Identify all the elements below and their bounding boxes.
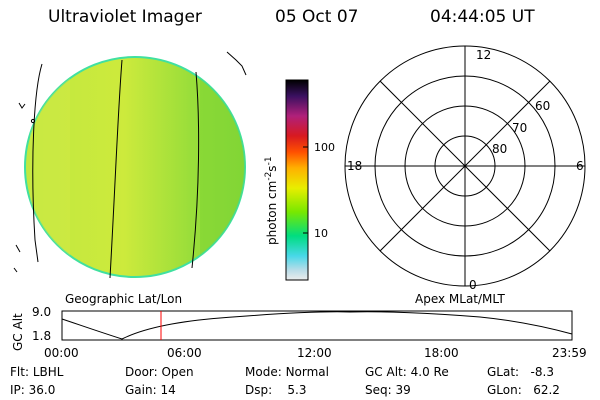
ip-value: 36.0 <box>28 383 56 397</box>
flt-label: Flt: <box>10 365 29 379</box>
coast-line-left <box>32 63 43 263</box>
mlt-label-12: 12 <box>476 48 491 62</box>
mlt-label-6: 6 <box>576 159 584 173</box>
observation-time: 04:44:05 UT <box>430 7 535 27</box>
colorbar-label-100: 100 <box>314 141 335 154</box>
status-glat: GLat: -8.3 <box>487 365 554 379</box>
flt-value: LBHL <box>32 365 64 379</box>
glon-value: 62.2 <box>533 383 560 397</box>
seq-value: 39 <box>395 383 411 397</box>
island-marker <box>30 118 36 124</box>
coast-fragment-3 <box>13 267 18 273</box>
longitude-line-1 <box>109 59 123 279</box>
altitude-plot-frame <box>61 310 573 341</box>
status-filter: Flt: LBHL <box>10 365 63 379</box>
door-value: Open <box>161 365 194 379</box>
dsp-value: 5.3 <box>287 383 307 397</box>
colorbar-label-10: 10 <box>314 227 328 240</box>
gcalt-label: GC Alt: <box>365 365 407 379</box>
glat-label: GLat: <box>487 365 520 379</box>
time-tick-1200: 12:00 <box>297 346 332 360</box>
glat-value: -8.3 <box>530 365 554 379</box>
time-tick-0000: 00:00 <box>44 346 79 360</box>
status-mode: Mode: Normal <box>245 365 329 379</box>
glon-label: GLon: <box>487 383 522 397</box>
longitude-line-2 <box>191 71 200 269</box>
coast-line-top <box>226 51 247 76</box>
gain-label: Gain: <box>125 383 157 397</box>
ip-label: IP: <box>10 383 25 397</box>
status-gcalt: GC Alt: 4.0 Re <box>365 365 449 379</box>
altitude-tick-top: 9.0 <box>32 305 51 319</box>
mlt-label-0: 0 <box>469 278 477 292</box>
mode-value: Normal <box>285 365 329 379</box>
apex-caption: Apex MLat/MLT <box>415 292 505 306</box>
time-tick-0600: 06:00 <box>167 346 202 360</box>
coast-fragment <box>18 102 26 109</box>
polar-grid <box>344 45 586 287</box>
door-label: Door: <box>125 365 158 379</box>
dsp-label: Dsp: <box>245 383 273 397</box>
time-tick-1800: 18:00 <box>424 346 459 360</box>
mode-label: Mode: <box>245 365 282 379</box>
time-tick-2359: 23:59 <box>552 346 587 360</box>
coast-fragment-2 <box>15 244 21 253</box>
gcalt-value: 4.0 Re <box>410 365 449 379</box>
status-dsp: Dsp: 5.3 <box>245 383 307 397</box>
status-seq: Seq: 39 <box>365 383 411 397</box>
status-gain: Gain: 14 <box>125 383 176 397</box>
uv-image-disk <box>24 56 246 278</box>
observation-date: 05 Oct 07 <box>275 7 359 27</box>
geographic-caption: Geographic Lat/Lon <box>65 292 182 306</box>
mlat-label-60: 60 <box>535 99 550 113</box>
gain-value: 14 <box>160 383 176 397</box>
status-door: Door: Open <box>125 365 194 379</box>
mlat-label-70: 70 <box>512 121 527 135</box>
mlt-label-18: 18 <box>347 159 362 173</box>
altitude-axis-label: GC Alt <box>11 313 25 351</box>
colorbar-unit-label: photon cm-2s-1 <box>264 156 279 245</box>
colorbar <box>285 79 309 281</box>
instrument-title: Ultraviolet Imager <box>48 7 202 27</box>
altitude-curve <box>61 311 573 340</box>
mlat-label-80: 80 <box>492 142 507 156</box>
altitude-tick-bottom: 1.8 <box>32 329 51 343</box>
status-glon: GLon: 62.2 <box>487 383 560 397</box>
seq-label: Seq: <box>365 383 392 397</box>
status-ip: IP: 36.0 <box>10 383 55 397</box>
